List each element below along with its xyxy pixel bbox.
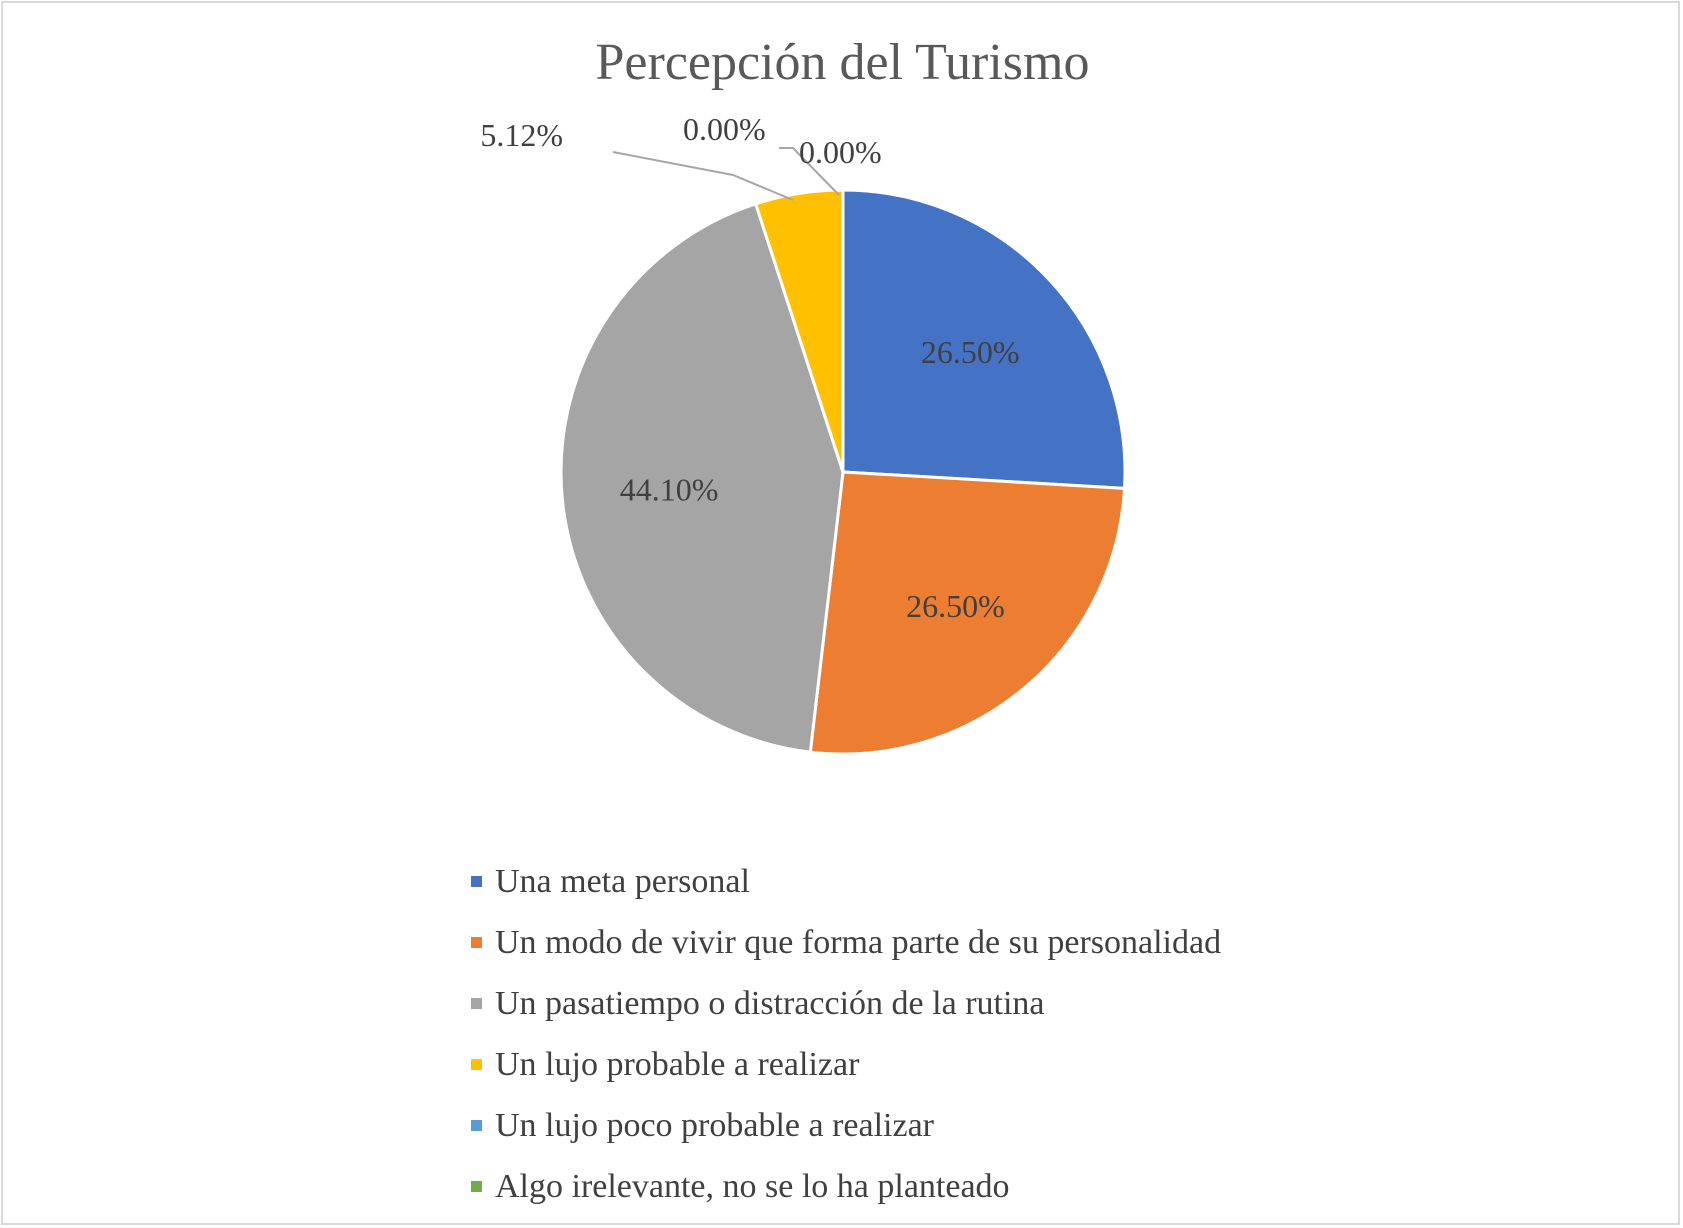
- legend: Una meta personal Un modo de vivir que fo…: [471, 851, 1221, 1217]
- legend-swatch: [471, 937, 482, 948]
- legend-item-un-lujo-poco-probable-a-realizar: Un lujo poco probable a realizar: [471, 1095, 1221, 1156]
- legend-label: Algo irelevante, no se lo ha planteado: [495, 1167, 1010, 1205]
- data-label-un-lujo-probable-a-realizar: 5.12%: [480, 117, 563, 153]
- legend-label: Un pasatiempo o distracción de la rutina: [495, 984, 1045, 1022]
- legend-label: Una meta personal: [495, 862, 750, 900]
- legend-swatch: [471, 1059, 482, 1070]
- data-label-un-pasatiempo-o-distraccion-de-la-rutina: 44.10%: [620, 471, 719, 507]
- legend-label: Un modo de vivir que forma parte de su p…: [495, 923, 1222, 961]
- legend-swatch: [471, 1120, 482, 1131]
- legend-item-algo-irelevante-no-se-lo-ha-planteado: Algo irelevante, no se lo ha planteado: [471, 1156, 1221, 1217]
- chart-title: Percepción del Turismo: [595, 34, 1090, 91]
- data-label-un-modo-de-vivir-que-forma-parte-de-su-personalidad: 26.50%: [906, 588, 1005, 624]
- pie-slice-un-modo-de-vivir-que-forma-parte-de-su-personalidad: [808, 470, 1127, 756]
- data-label-algo-irelevante-no-se-lo-ha-planteado: 0.00%: [799, 134, 882, 170]
- legend-item-un-pasatiempo-o-distraccion-de-la-rutina: Un pasatiempo o distracción de la rutina: [471, 973, 1221, 1034]
- legend-swatch: [471, 876, 482, 887]
- legend-label: Un lujo poco probable a realizar: [495, 1106, 934, 1144]
- data-label-una-meta-personal: 26.50%: [921, 334, 1020, 370]
- pie-chart: 26.50% 26.50% 44.10% 5.12% 0.00% 0.00%: [480, 111, 1127, 756]
- data-label-un-lujo-poco-probable-a-realizar: 0.00%: [683, 111, 766, 147]
- leader-line-un-lujo-poco-probable-a-realizar: [779, 147, 840, 196]
- pie-slice-un-lujo-probable-a-realizar: [753, 188, 845, 473]
- leader-line-un-lujo-probable-a-realizar: [612, 151, 794, 201]
- legend-item-una-meta-personal: Una meta personal: [471, 851, 1221, 912]
- legend-label: Un lujo probable a realizar: [495, 1045, 860, 1083]
- pie-slice-un-pasatiempo-o-distraccion-de-la-rutina: [559, 201, 845, 754]
- legend-item-un-modo-de-vivir-que-forma-parte-de-su-personalidad: Un modo de vivir que forma parte de su p…: [471, 912, 1221, 973]
- legend-item-un-lujo-probable-a-realizar: Un lujo probable a realizar: [471, 1034, 1221, 1095]
- legend-swatch: [471, 998, 482, 1009]
- pie-slice-una-meta-personal: [841, 188, 1127, 490]
- legend-swatch: [471, 1181, 482, 1192]
